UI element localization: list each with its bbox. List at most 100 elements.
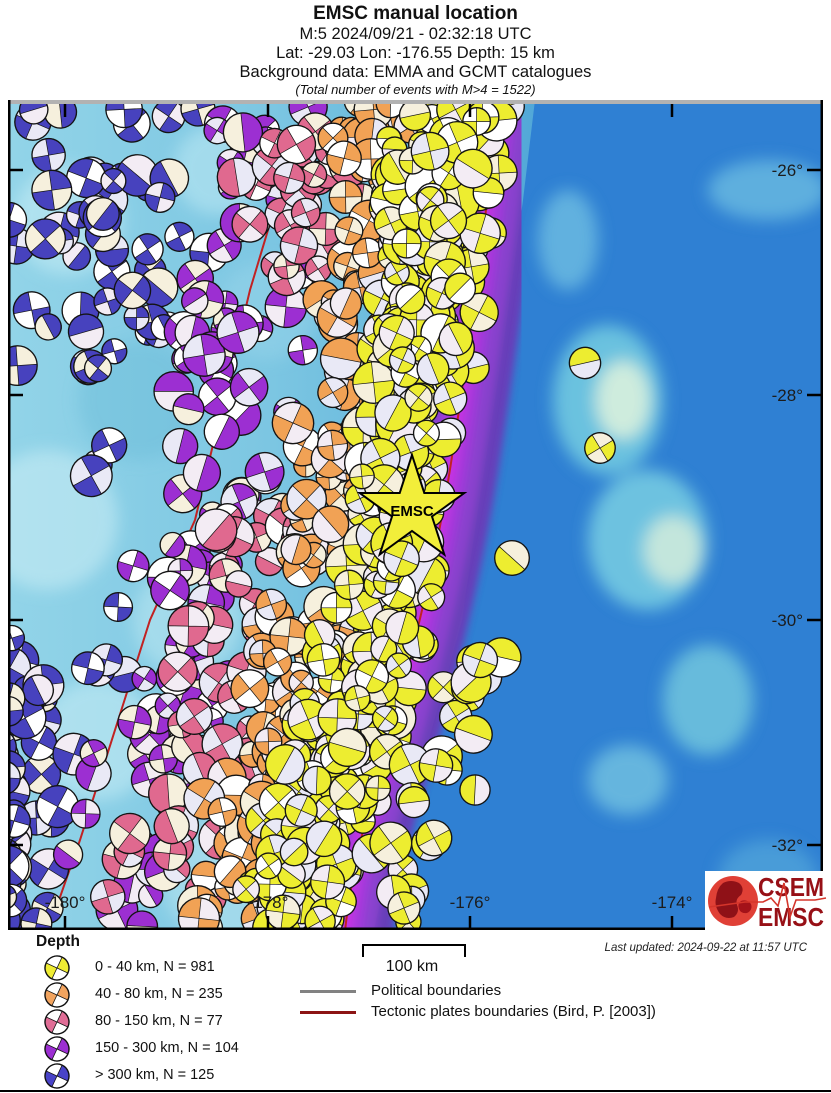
focal-mechanism — [279, 226, 319, 265]
focal-mechanism — [417, 583, 446, 612]
focal-mechanism — [397, 786, 431, 819]
focal-mechanism — [207, 797, 238, 827]
focal-mechanism — [117, 704, 152, 740]
focal-mechanism — [94, 232, 130, 267]
star-icon — [356, 451, 468, 558]
focal-mechanism — [328, 773, 366, 810]
map-top-border — [8, 100, 823, 104]
focal-mechanism — [300, 161, 328, 188]
focal-mechanism — [194, 508, 238, 552]
focal-mechanism — [410, 131, 450, 171]
focal-mechanism — [83, 354, 113, 383]
focal-mechanism — [334, 216, 364, 246]
focal-mechanism — [371, 705, 399, 732]
focal-mechanism — [79, 739, 108, 768]
focal-mechanism — [310, 864, 346, 900]
focal-mechanism — [328, 180, 363, 214]
focal-mechanism — [369, 821, 413, 865]
lon-label: -178° — [248, 893, 289, 912]
lat-label: -32° — [772, 836, 803, 855]
focal-mechanism — [162, 427, 199, 465]
focal-mechanism — [444, 272, 477, 305]
focal-mechanism — [374, 394, 412, 432]
focal-mechanism — [273, 161, 306, 194]
focal-mechanism — [255, 852, 283, 880]
focal-mechanism — [52, 839, 84, 870]
focal-mechanism — [70, 651, 105, 686]
focal-mechanism — [453, 714, 493, 754]
focal-mechanism — [494, 540, 530, 576]
focal-mechanism — [67, 313, 105, 350]
focal-mechanism — [126, 910, 159, 930]
focal-mechanism — [433, 381, 468, 416]
focal-mechanism — [391, 228, 422, 259]
focal-mechanism — [305, 820, 343, 858]
focal-mechanism — [317, 376, 349, 409]
scale-label: 100 km — [385, 958, 439, 975]
focal-mechanism — [229, 367, 269, 407]
focal-mechanism — [232, 875, 261, 904]
focal-mechanism — [198, 377, 237, 416]
focal-mechanism — [395, 284, 426, 315]
focal-mechanism — [36, 785, 80, 829]
focal-mechanism — [172, 393, 205, 426]
focal-mechanism — [348, 463, 375, 490]
focal-mechanism — [284, 793, 318, 827]
focal-mechanism — [398, 100, 432, 132]
focal-mechanism — [216, 157, 257, 198]
event-count-note: (Total number of events with M>4 = 1522) — [295, 82, 536, 97]
focal-mechanism — [271, 401, 315, 445]
focal-mechanism — [222, 112, 264, 153]
lon-label: -174° — [652, 893, 693, 912]
legend-label: 40 - 80 km, N = 235 — [95, 986, 223, 1002]
focal-mechanism — [263, 647, 293, 677]
focal-mechanism — [144, 181, 176, 213]
focal-mechanism — [109, 812, 151, 855]
focal-mechanism — [182, 453, 221, 492]
focal-mechanism — [224, 570, 253, 598]
epicenter-star: EMSC — [356, 451, 468, 558]
map-grid: -180° -178° -176° -174° -26° -28° -30° -32° — [8, 100, 823, 930]
tectonic-boundary-label: Tectonic plates boundaries (Bird, P. [20… — [371, 1003, 656, 1020]
focal-mechanism — [69, 454, 113, 498]
focal-mechanism — [31, 137, 66, 173]
focal-mechanism — [277, 860, 306, 889]
focal-mechanism — [8, 345, 38, 387]
focal-mechanism — [416, 352, 450, 386]
political-boundary-sample — [300, 990, 356, 993]
focal-mechanism — [34, 313, 62, 341]
focal-mechanism — [264, 744, 306, 785]
focal-mechanism — [157, 651, 198, 692]
focal-mechanism — [391, 670, 427, 707]
tectonic-boundary-sample — [300, 1011, 356, 1014]
focal-mechanism — [438, 321, 474, 357]
focal-mechanism — [216, 310, 260, 354]
focal-mechanism — [286, 478, 328, 520]
focal-mechanism — [123, 304, 150, 331]
focal-mechanism — [311, 505, 350, 544]
focal-mechanism — [175, 697, 213, 735]
event-magnitude-time: M:5 2024/09/21 - 02:32:18 UTC — [299, 25, 532, 43]
focal-mechanism — [584, 432, 616, 464]
focal-mechanism — [8, 760, 21, 796]
focal-mechanism — [147, 773, 189, 815]
legend-title: Depth — [36, 933, 80, 950]
focal-mechanism — [159, 531, 186, 558]
focal-mechanism — [385, 610, 420, 645]
focal-mechanism — [429, 201, 468, 240]
focal-mechanism — [387, 891, 421, 925]
focal-mechanism — [91, 427, 128, 464]
focal-mechanism — [301, 765, 332, 796]
focal-mechanism — [404, 383, 433, 412]
focal-mechanism — [329, 287, 363, 320]
focal-mechanism — [154, 692, 182, 719]
focal-mechanism — [383, 540, 420, 578]
focal-mechanism — [231, 205, 269, 243]
focal-mechanism — [568, 346, 602, 380]
focal-mechanism — [333, 569, 365, 601]
focal-mechanism — [203, 413, 240, 450]
epicenter-label: EMSC — [390, 503, 434, 520]
political-boundary-label: Political boundaries — [371, 982, 502, 999]
seismogram-trace — [708, 882, 827, 921]
focal-mechanism — [290, 197, 321, 228]
